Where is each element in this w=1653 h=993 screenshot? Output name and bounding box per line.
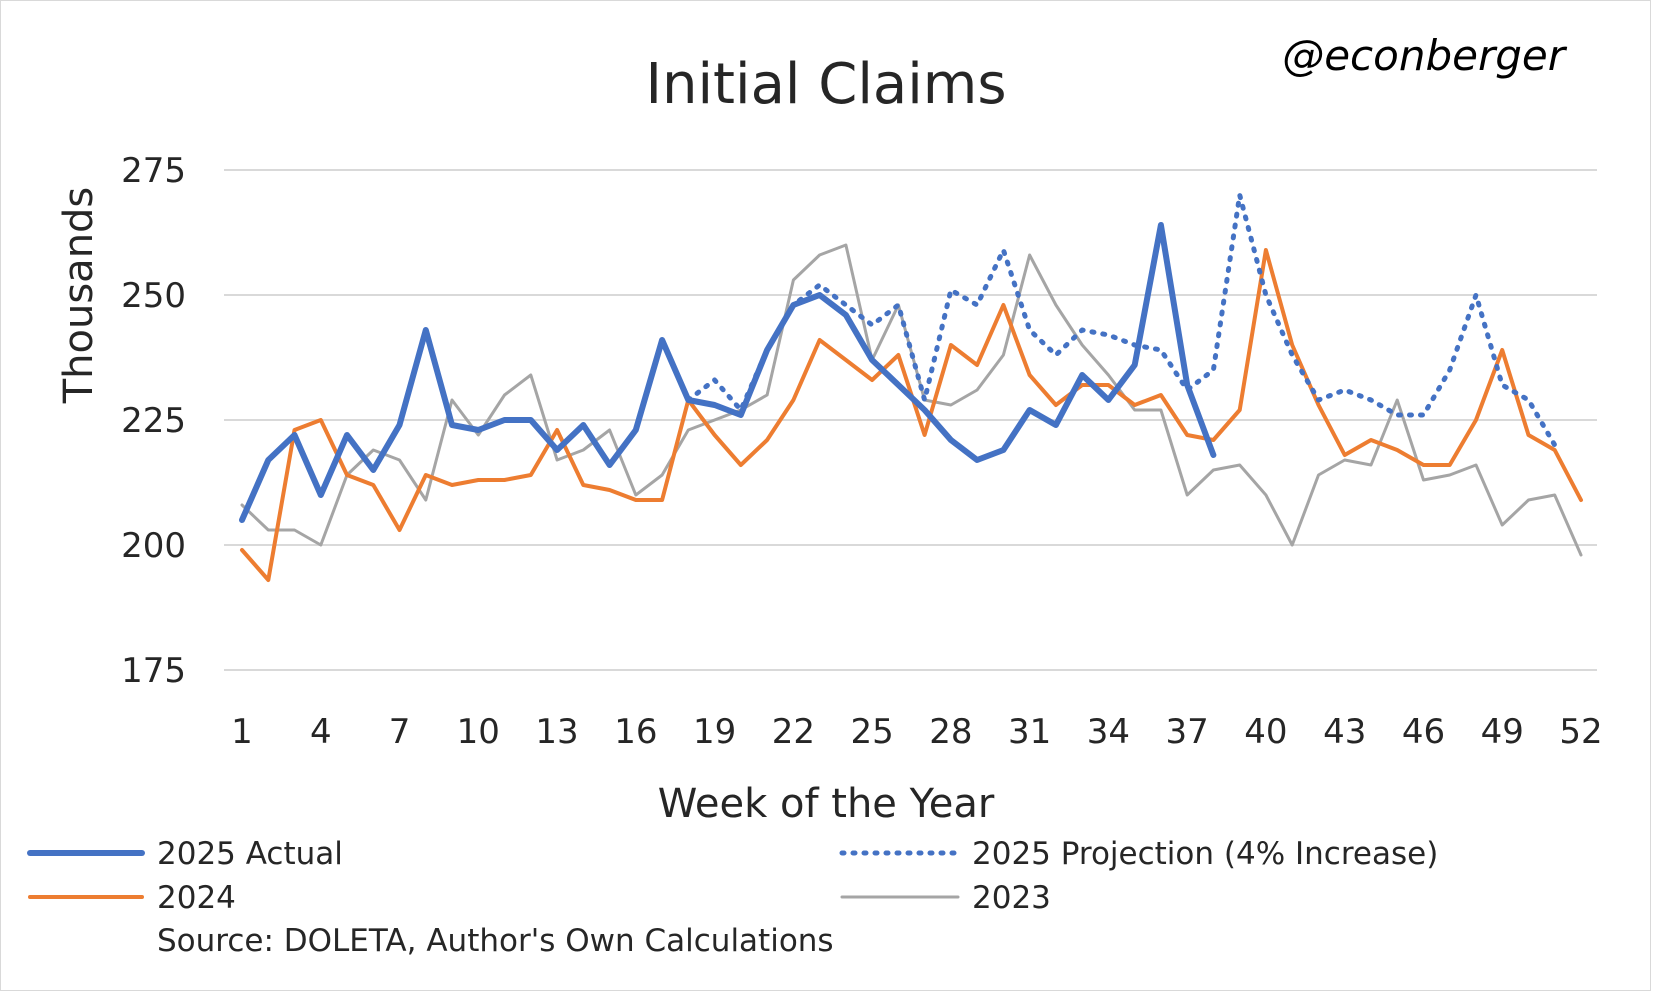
- y-axis-ticks: 175 200 225 250 275: [121, 151, 186, 691]
- series-lines: [239, 192, 1583, 582]
- y-axis-title: Thousands: [56, 187, 102, 405]
- x-tick-label: 4: [310, 712, 332, 752]
- legend: 2025 Actual 2025 Projection (4% Increase)…: [27, 836, 1438, 916]
- y-tick-label: 175: [121, 651, 186, 691]
- x-tick-label: 1: [231, 712, 253, 752]
- y-tick-label: 200: [121, 526, 186, 566]
- source-note: Source: DOLETA, Author's Own Calculation…: [157, 923, 834, 959]
- x-tick-label: 16: [614, 712, 657, 752]
- series-line-2024: [240, 248, 1583, 582]
- x-tick-label: 7: [389, 712, 411, 752]
- gridlines: [224, 169, 1597, 671]
- series-line-2025-actual: [239, 222, 1217, 523]
- x-tick-label: 19: [693, 712, 736, 752]
- y-tick-label: 225: [121, 401, 186, 441]
- x-tick-label: 22: [772, 712, 815, 752]
- y-tick-label: 275: [121, 151, 186, 191]
- legend-label: 2025 Projection (4% Increase): [972, 836, 1438, 872]
- x-tick-label: 43: [1323, 712, 1366, 752]
- x-tick-label: 46: [1402, 712, 1445, 752]
- x-tick-label: 10: [457, 712, 500, 752]
- x-tick-label: 34: [1087, 712, 1130, 752]
- x-tick-label: 28: [929, 712, 972, 752]
- x-tick-label: 49: [1481, 712, 1524, 752]
- legend-label: 2023: [972, 880, 1051, 916]
- x-tick-label: 37: [1166, 712, 1209, 752]
- x-axis-title: Week of the Year: [658, 781, 995, 827]
- x-tick-label: 25: [850, 712, 893, 752]
- chart-title: Initial Claims: [645, 52, 1006, 117]
- x-axis-ticks: 1 4 7 10 13 16 19 22 25 28 31 34 37 40 43 46 49 52: [231, 712, 1602, 752]
- x-tick-label: 31: [1008, 712, 1051, 752]
- series-line-2025-projection-4-increase: [685, 192, 1558, 448]
- y-tick-label: 250: [121, 276, 186, 316]
- x-tick-label: 40: [1244, 712, 1287, 752]
- x-tick-label: 13: [535, 712, 578, 752]
- x-tick-label: 52: [1559, 712, 1602, 752]
- author-handle: @econberger: [1282, 31, 1568, 80]
- legend-label: 2025 Actual: [157, 836, 343, 872]
- legend-label: 2024: [157, 880, 236, 916]
